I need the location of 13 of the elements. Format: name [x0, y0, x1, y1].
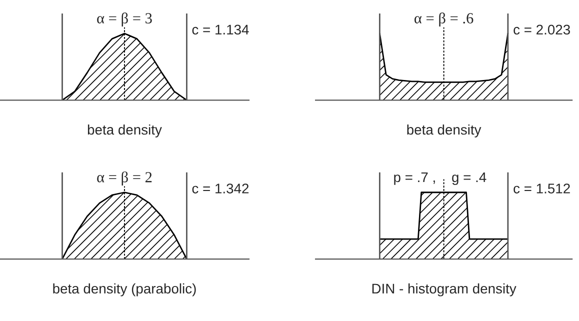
x-axis-title: beta density (parabolic) [53, 283, 196, 296]
x-axis-title: beta density [88, 124, 162, 138]
text: α = β = 3 [97, 12, 152, 27]
text: p = .7 , [394, 172, 435, 185]
text: α = β = 2 [97, 171, 152, 186]
text: α = β = .6 [414, 12, 474, 27]
x-axis-title: beta density [407, 124, 482, 138]
text: g = .4 [452, 172, 486, 185]
annotation: c = 1.342 [192, 184, 249, 194]
text: c = 1.512 [514, 184, 570, 194]
annotation: c = 1.134 [192, 24, 249, 35]
x-axis-title: DIN - histogram density [372, 283, 516, 296]
text: c = 2.023 [514, 24, 570, 35]
